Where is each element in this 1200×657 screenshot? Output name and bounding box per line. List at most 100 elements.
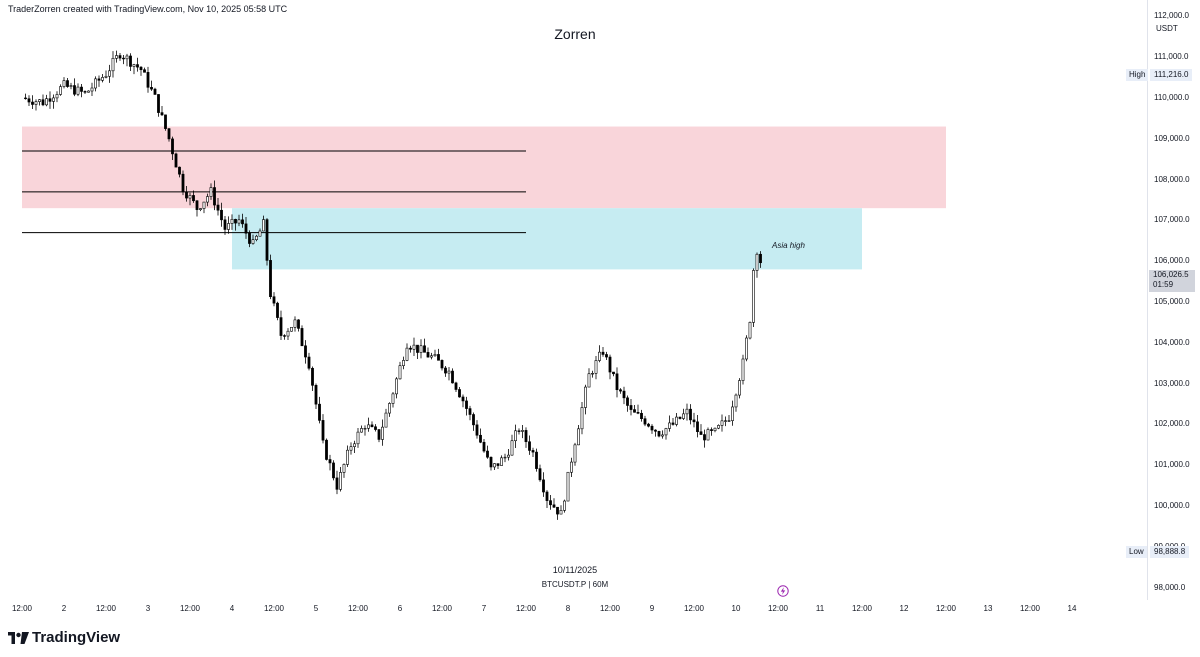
asia-high-annotation: Asia high	[772, 241, 805, 250]
candle-body	[178, 166, 181, 175]
time-tick-label: 12:00	[683, 604, 705, 613]
candle-body	[563, 500, 566, 511]
candle-body	[94, 78, 97, 89]
candle-body	[157, 94, 160, 113]
candle-body	[356, 431, 360, 445]
low-value: 98,888.8	[1150, 546, 1190, 558]
candle-body	[643, 418, 647, 425]
time-tick-label: 12:00	[95, 604, 117, 613]
candle-body	[353, 443, 356, 447]
candle-body	[612, 371, 615, 375]
candle-body	[213, 187, 216, 206]
candle-body	[745, 337, 748, 360]
candle-body	[741, 358, 745, 381]
candle-body	[377, 429, 381, 440]
candle-body	[402, 360, 405, 366]
candle-body	[521, 430, 524, 432]
candle-body	[622, 390, 626, 399]
candle-body	[199, 208, 202, 210]
candle-body	[223, 219, 227, 230]
time-tick-label: 7	[481, 604, 487, 613]
candle-body	[755, 253, 759, 271]
candle-body	[678, 416, 682, 419]
candle-body	[542, 479, 545, 493]
candle-body	[69, 85, 73, 87]
price-tick-label: 109,000.0	[1154, 133, 1190, 143]
candle-body	[650, 425, 654, 431]
candle-body	[286, 330, 290, 337]
candle-body	[41, 99, 45, 106]
date-label: 10/11/2025	[552, 565, 598, 575]
candle-body	[129, 55, 132, 67]
candle-body	[52, 97, 55, 102]
candle-body	[738, 380, 741, 396]
candle-body	[580, 407, 584, 430]
time-tick-label: 12:00	[263, 604, 285, 613]
candle-body	[24, 97, 27, 100]
candle-body	[433, 354, 437, 357]
candle-body	[283, 335, 286, 337]
candle-body	[601, 351, 605, 355]
candle-body	[370, 424, 374, 428]
candle-body	[584, 386, 587, 408]
candle-body	[664, 428, 668, 436]
candle-body	[412, 344, 416, 350]
candle-body	[748, 322, 752, 339]
candle-body	[346, 449, 349, 465]
high-value: 111,216.0	[1150, 69, 1193, 81]
candle-body	[615, 373, 619, 391]
time-tick-label: 12:00	[11, 604, 33, 613]
candle-body	[657, 430, 661, 437]
candle-body	[31, 101, 34, 105]
candle-body	[174, 153, 178, 168]
candle-body	[311, 367, 314, 386]
candle-body	[549, 500, 552, 506]
price-tick-label: 107,000.0	[1154, 215, 1190, 225]
candle-body	[290, 327, 293, 332]
candle-body	[339, 472, 342, 490]
candle-body	[111, 57, 115, 72]
candle-body	[535, 451, 538, 469]
candle-body	[640, 412, 643, 419]
candle-body	[195, 200, 199, 210]
candle-body	[122, 57, 125, 60]
logo-text: TradingView	[32, 629, 121, 646]
candle-body	[125, 55, 129, 60]
candle-body	[244, 223, 248, 234]
candle-body	[321, 420, 325, 441]
candle-body	[472, 414, 475, 426]
candle-body	[489, 456, 493, 468]
price-tick-label: 98,000.0	[1154, 582, 1186, 592]
candle-body	[538, 468, 542, 481]
candle-body	[328, 459, 332, 464]
price-tick-label: 105,000.0	[1154, 297, 1190, 307]
candle-body	[132, 64, 136, 67]
candle-body	[706, 429, 710, 441]
candle-countdown: 01:59	[1153, 280, 1174, 289]
candle-body	[482, 441, 486, 452]
candle-body	[636, 412, 640, 414]
price-chart[interactable]	[0, 0, 1147, 600]
candle-body	[48, 98, 52, 102]
time-tick-label: 14	[1067, 604, 1077, 613]
candle-body	[479, 434, 482, 443]
candle-body	[598, 351, 601, 361]
candle-body	[62, 80, 66, 87]
candle-body	[703, 434, 706, 441]
candle-body	[689, 408, 692, 421]
high-label: High	[1126, 69, 1149, 81]
candle-body	[258, 230, 262, 237]
candle-body	[164, 114, 167, 129]
zone-0	[22, 126, 946, 209]
candle-body	[440, 360, 444, 369]
low-label: Low	[1126, 546, 1147, 558]
candle-body	[342, 464, 346, 473]
candle-body	[465, 400, 468, 409]
lightning-icon[interactable]	[777, 585, 789, 597]
candle-body	[493, 463, 496, 468]
candle-body	[685, 408, 689, 415]
price-tick-label: 111,000.0	[1154, 52, 1189, 62]
tradingview-logo[interactable]: TradingView	[8, 629, 120, 646]
candle-body	[220, 209, 223, 221]
